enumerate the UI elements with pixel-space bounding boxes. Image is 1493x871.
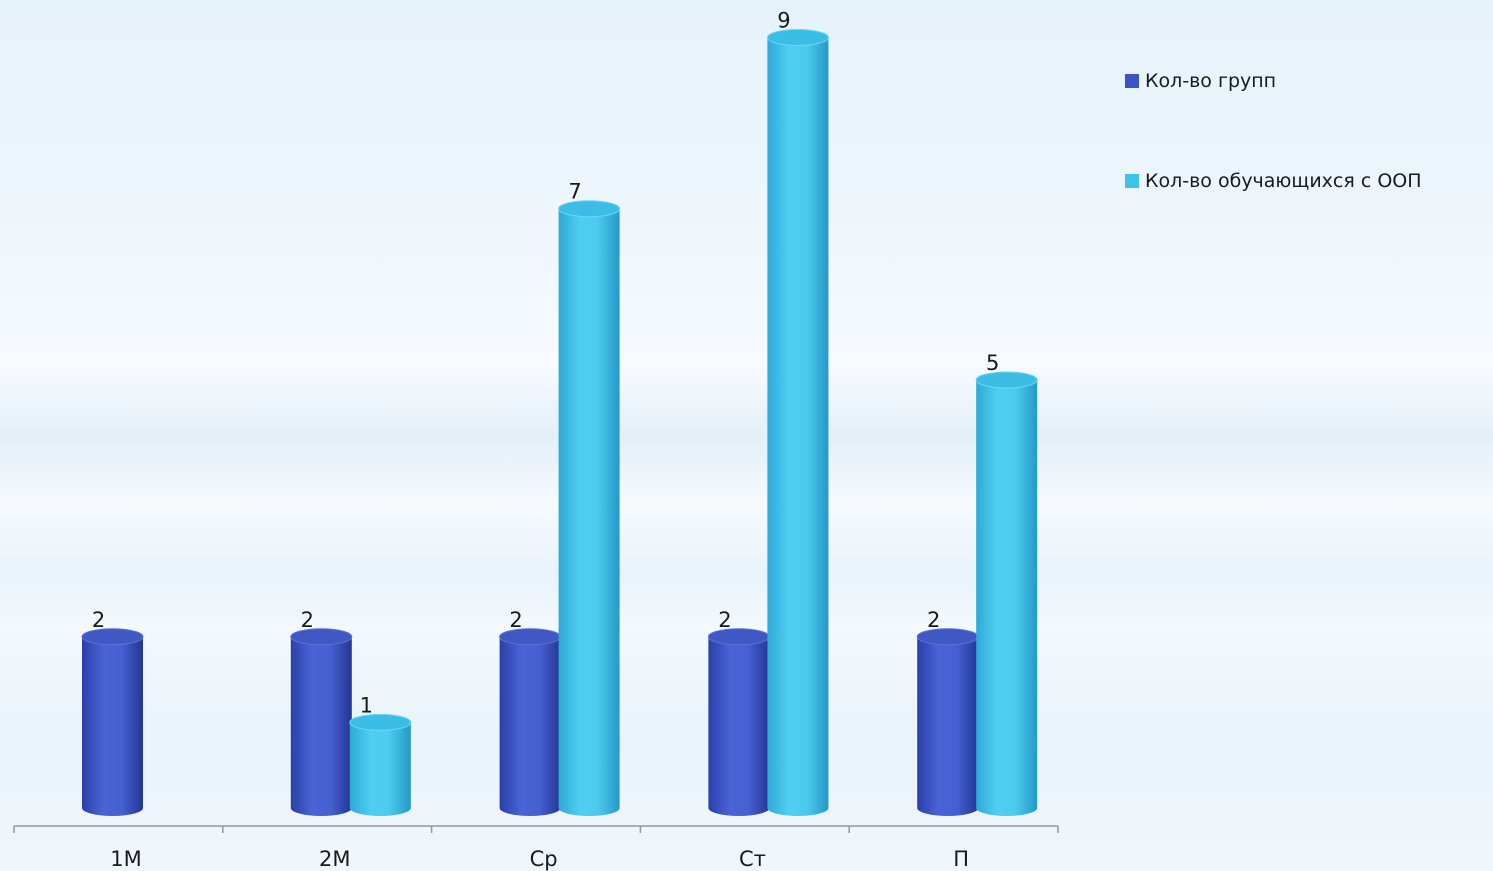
x-axis xyxy=(13,825,1059,833)
bar-body xyxy=(82,636,143,816)
data-label: 7 xyxy=(568,180,581,204)
bar-body xyxy=(349,722,411,816)
bars-layer xyxy=(81,29,1038,816)
legend-item-groups: Кол-во групп xyxy=(1125,66,1485,96)
legend-item-students: Кол-во обучающихся с ООП xyxy=(1125,166,1485,196)
bar-top xyxy=(766,29,829,46)
data-label: 2 xyxy=(509,608,522,632)
bar-body xyxy=(499,636,561,816)
bar xyxy=(558,200,621,816)
x-tick-label: 2М xyxy=(319,847,350,871)
bar-body xyxy=(290,636,352,816)
bar-body xyxy=(708,636,770,816)
data-label: 2 xyxy=(718,608,731,632)
data-label: 2 xyxy=(92,608,105,632)
bar xyxy=(707,628,770,816)
bar xyxy=(499,628,562,816)
data-label: 2 xyxy=(927,608,940,632)
data-label: 5 xyxy=(986,351,999,375)
bar-top xyxy=(975,371,1038,389)
bar-body xyxy=(558,208,620,816)
data-label: 2 xyxy=(301,608,314,632)
data-label: 1 xyxy=(360,693,373,717)
x-axis-tick-labels: 1М 2М Ср Ст П xyxy=(110,847,969,871)
bar-top xyxy=(349,713,412,731)
bar xyxy=(766,29,829,816)
bar xyxy=(975,371,1038,816)
legend-swatch-students xyxy=(1125,174,1139,188)
bar-body xyxy=(767,37,829,816)
bar-body xyxy=(976,379,1038,816)
legend-label-groups: Кол-во групп xyxy=(1145,70,1277,92)
bar xyxy=(916,628,979,816)
bar xyxy=(290,628,353,816)
legend-label-students: Кол-во обучающихся с ООП xyxy=(1145,170,1422,192)
legend-swatch-groups xyxy=(1125,74,1139,88)
x-tick-label: П xyxy=(953,847,969,871)
bar-body xyxy=(917,636,979,816)
bar xyxy=(81,628,144,816)
bar xyxy=(349,713,412,816)
bar-top xyxy=(81,628,144,646)
x-tick-label: Ср xyxy=(530,847,558,871)
data-label: 9 xyxy=(777,9,790,33)
x-tick-label: Ст xyxy=(739,847,766,871)
x-tick-label: 1М xyxy=(110,847,141,871)
bar-top xyxy=(558,200,621,218)
legend: Кол-во групп Кол-во обучающихся с ООП xyxy=(1125,66,1485,196)
bar-top xyxy=(290,628,353,646)
